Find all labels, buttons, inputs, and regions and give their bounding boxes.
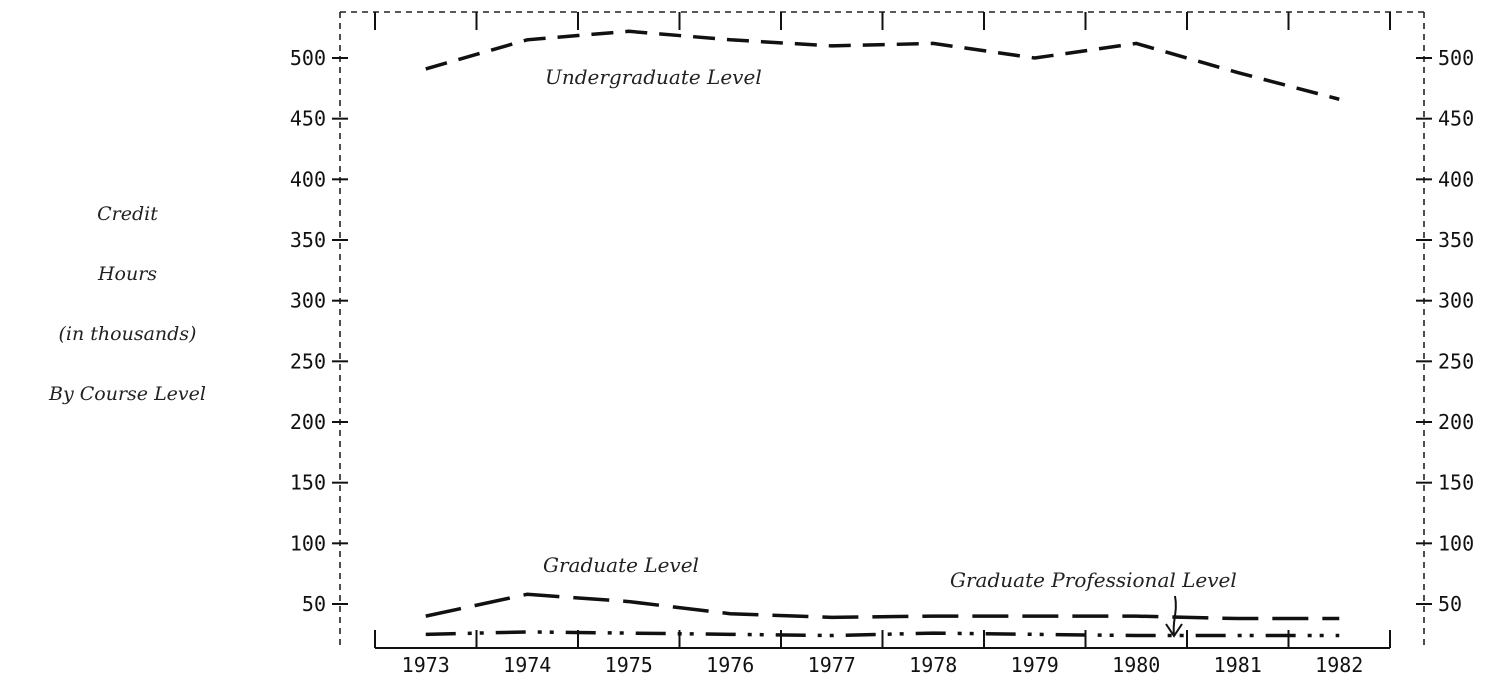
y-tick-label-left: 200	[290, 410, 326, 434]
x-tick-label: 1979	[1011, 653, 1059, 674]
x-tick-label: 1973	[402, 653, 450, 674]
y-axis: 50 50 100 100 150 150 200 200 250 250 300 300 350 350…	[290, 46, 1474, 616]
series-line-2	[425, 592, 1340, 621]
x-tick-label: 1977	[808, 653, 856, 674]
y-tick-label-left: 400	[290, 167, 326, 191]
y-tick-label-left: 300	[290, 289, 326, 313]
annotation-arrow	[1172, 595, 1177, 635]
x-tick-label: 1975	[605, 653, 653, 674]
x-axis: 1973 1974 1975 1976 1977 1978 1979 1980 1981 1982	[374, 12, 1391, 674]
annotation-label: Undergraduate Level	[545, 65, 762, 89]
annotations: Undergraduate Level Graduate Level Graduat…	[543, 65, 1237, 638]
y-axis-title-line-2: Hours	[97, 263, 158, 285]
x-tick-label: 1980	[1112, 653, 1160, 674]
x-tick-label: 1976	[706, 653, 754, 674]
y-tick-label-right: 50	[1438, 592, 1462, 616]
y-tick-label-right: 100	[1438, 531, 1474, 555]
y-tick-label-left: 250	[290, 349, 326, 373]
annotation-label: Graduate Professional Level	[950, 568, 1237, 592]
y-tick-label-right: 150	[1438, 471, 1474, 495]
arrow-head-icon	[1165, 623, 1183, 638]
y-tick-label-right: 200	[1438, 410, 1474, 434]
y-tick-label-left: 50	[302, 592, 326, 616]
series-line-1	[425, 29, 1340, 101]
y-tick-label-right: 250	[1438, 349, 1474, 373]
y-tick-label-right: 400	[1438, 167, 1474, 191]
y-axis-title-line-1: Credit	[97, 203, 158, 225]
y-tick-label-left: 150	[290, 471, 326, 495]
chart-frame	[339, 11, 1425, 649]
annotation-label: Graduate Level	[543, 553, 699, 577]
x-tick-label: 1982	[1315, 653, 1363, 674]
y-tick-label-right: 450	[1438, 107, 1474, 131]
y-tick-label-right: 500	[1438, 46, 1474, 70]
y-tick-label-right: 300	[1438, 289, 1474, 313]
x-tick-label: 1978	[909, 653, 957, 674]
series-line-3	[425, 630, 1340, 638]
y-tick-label-left: 350	[290, 228, 326, 252]
y-tick-label-right: 350	[1438, 228, 1474, 252]
x-tick-label: 1974	[503, 653, 551, 674]
y-tick-label-left: 500	[290, 46, 326, 70]
y-axis-title-line-3: (in thousands)	[58, 323, 197, 345]
y-tick-label-left: 450	[290, 107, 326, 131]
y-axis-title-line-4: By Course Level	[49, 383, 206, 405]
x-tick-label: 1981	[1214, 653, 1262, 674]
y-tick-label-left: 100	[290, 531, 326, 555]
series-lines	[425, 29, 1340, 638]
